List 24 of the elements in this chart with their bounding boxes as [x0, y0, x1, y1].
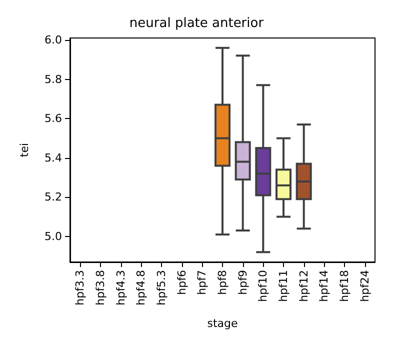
x-tick-label: hpf4.3: [114, 270, 128, 306]
x-tick-label: hpf11: [277, 270, 290, 302]
y-tick-label: 5.0: [44, 230, 62, 243]
y-axis-title: tei: [18, 142, 31, 158]
x-tick-label: hpf5.3: [155, 270, 168, 306]
chart-title: neural plate anterior: [129, 16, 264, 31]
x-tick-label: hpf9: [236, 270, 250, 295]
y-tick-label: 6.0: [44, 33, 62, 46]
x-tick-label: hpf10: [256, 270, 270, 302]
x-tick-label: hpf24: [358, 270, 372, 302]
x-tick-label: hpf18: [338, 270, 351, 302]
x-tick-label: hpf14: [318, 270, 331, 302]
y-tick-label: 5.6: [44, 112, 62, 126]
x-tick-label: hpf3.3: [74, 270, 87, 306]
y-tick-label: 5.2: [44, 190, 62, 204]
x-tick-label: hpf6: [175, 270, 188, 295]
x-axis-title: stage: [207, 317, 238, 330]
x-tick-label: hpf3.8: [94, 270, 107, 306]
x-tick-label: hpf7: [196, 270, 209, 295]
y-tick-label: 5.4: [44, 151, 62, 164]
x-tick-label: hpf12: [297, 270, 310, 302]
y-tick-label: 5.8: [44, 72, 62, 86]
x-tick-label: hpf8: [216, 270, 229, 295]
x-tick-label: hpf4.8: [134, 270, 148, 306]
